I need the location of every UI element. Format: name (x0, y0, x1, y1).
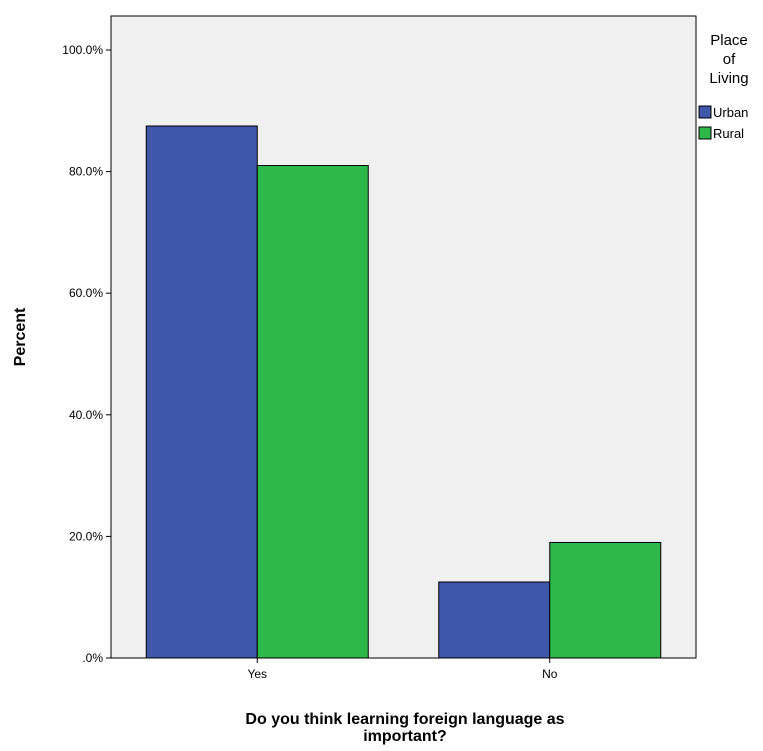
legend: Place of Living Urban Rural (698, 32, 749, 141)
y-tick-label: 80.0% (69, 165, 103, 179)
y-axis: .0% 20.0% 40.0% 60.0% 80.0% 100.0% (62, 43, 112, 665)
bar-urban-yes (145, 125, 258, 659)
legend-title-line-2: of (723, 51, 736, 68)
y-tick-label: 40.0% (69, 408, 103, 422)
legend-title-line-3: Living (709, 70, 748, 87)
legend-swatch-rural (698, 126, 712, 140)
x-axis: Yes No (247, 658, 558, 681)
x-axis-title-line-1: Do you think learning foreign language a… (245, 711, 564, 728)
x-axis-title-line-2: important? (363, 728, 447, 745)
bar-rural-no (549, 541, 662, 659)
y-tick-label: 100.0% (62, 43, 103, 57)
y-axis-title: Percent (12, 307, 29, 366)
bar-urban-no (438, 581, 551, 659)
y-tick-label: 20.0% (69, 529, 103, 543)
y-tick-label: .0% (82, 651, 103, 665)
legend-label-rural: Rural (713, 126, 744, 141)
legend-label-urban: Urban (713, 105, 748, 120)
x-tick-label: No (542, 667, 558, 681)
legend-title-line-1: Place (710, 32, 748, 49)
bars-group (145, 125, 662, 659)
x-tick-label: Yes (247, 667, 267, 681)
bar-rural-yes (256, 165, 369, 659)
y-tick-label: 60.0% (69, 286, 103, 300)
legend-swatch-urban (698, 105, 712, 119)
